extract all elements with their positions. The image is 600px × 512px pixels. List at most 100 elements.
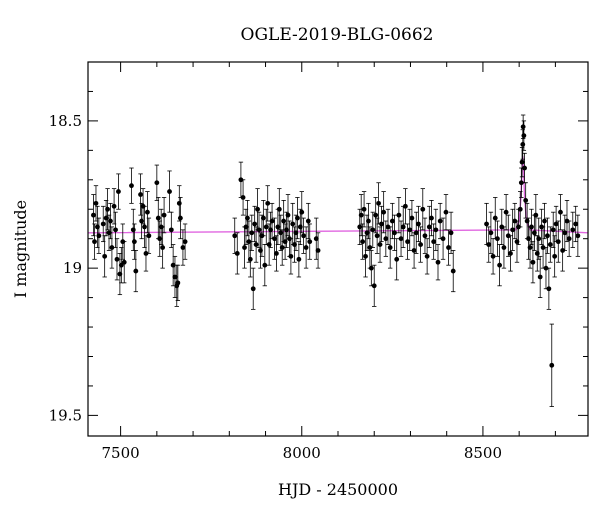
point-marker: [250, 286, 256, 292]
data-point: [413, 211, 419, 254]
point-marker: [285, 212, 291, 218]
data-point: [429, 200, 434, 237]
data-point: [501, 226, 507, 269]
data-point: [508, 235, 513, 272]
point-marker: [510, 227, 516, 233]
point-marker: [130, 227, 136, 233]
point-marker: [366, 218, 371, 224]
point-marker: [446, 245, 451, 250]
y-axis-label: I magnitude: [11, 200, 30, 298]
point-marker: [265, 200, 271, 206]
data-point: [566, 220, 572, 257]
data-point: [116, 173, 121, 210]
data-point: [276, 188, 282, 231]
point-marker: [409, 215, 415, 221]
data-point: [440, 217, 446, 260]
data-point: [249, 214, 255, 251]
data-point: [368, 250, 374, 287]
point-marker: [245, 215, 250, 221]
point-marker: [379, 221, 384, 227]
data-point: [527, 226, 533, 269]
point-marker: [367, 245, 373, 250]
point-marker: [486, 242, 492, 247]
point-marker: [521, 133, 527, 139]
point-marker: [440, 236, 446, 242]
point-marker: [437, 218, 443, 224]
point-marker: [260, 215, 266, 221]
data-point: [492, 197, 498, 240]
point-marker: [155, 215, 161, 221]
data-point: [109, 226, 115, 269]
point-marker: [116, 189, 121, 194]
data-point: [488, 211, 494, 254]
data-point: [315, 232, 321, 269]
data-point: [448, 211, 454, 254]
point-marker: [93, 200, 99, 206]
data-point: [446, 229, 451, 266]
data-point: [129, 167, 134, 204]
data-point: [547, 226, 553, 263]
point-marker: [154, 180, 160, 186]
point-marker: [503, 209, 509, 215]
point-marker: [368, 265, 374, 271]
point-marker: [100, 221, 106, 227]
point-marker: [373, 212, 379, 218]
data-point: [177, 197, 183, 240]
data-point: [523, 182, 529, 219]
point-marker: [288, 253, 294, 259]
point-marker: [418, 242, 424, 247]
point-marker: [389, 218, 395, 224]
data-point: [575, 214, 581, 257]
point-marker: [315, 248, 321, 253]
data-point: [555, 220, 561, 263]
point-marker: [448, 230, 454, 236]
point-marker: [263, 224, 269, 230]
point-marker: [114, 256, 120, 262]
data-point: [443, 194, 449, 231]
data-point: [363, 235, 368, 278]
point-marker: [381, 209, 387, 215]
point-marker: [422, 233, 428, 239]
point-marker: [279, 245, 285, 250]
data-point: [274, 235, 279, 272]
point-marker: [295, 215, 300, 221]
point-marker: [546, 286, 552, 292]
point-marker: [543, 265, 549, 271]
data-point: [305, 202, 311, 240]
point-marker: [131, 239, 137, 245]
data-point: [161, 197, 167, 234]
point-marker: [396, 212, 402, 218]
point-marker: [508, 251, 513, 256]
point-marker: [242, 245, 247, 250]
point-marker: [290, 221, 296, 227]
point-marker: [450, 268, 456, 274]
data-point: [263, 208, 269, 245]
data-point: [146, 217, 152, 254]
point-marker: [394, 256, 400, 262]
data-point: [307, 223, 313, 260]
point-marker: [360, 239, 366, 245]
data-point: [381, 191, 387, 234]
point-marker: [376, 200, 381, 206]
data-point: [545, 217, 550, 254]
point-marker: [170, 262, 176, 268]
point-marker: [161, 212, 167, 218]
data-point: [398, 220, 404, 257]
data-point: [542, 202, 547, 240]
data-point: [371, 264, 377, 307]
data-point: [118, 247, 124, 284]
point-marker: [519, 159, 525, 165]
data-point: [138, 173, 143, 216]
data-point: [450, 250, 456, 293]
point-marker: [370, 227, 376, 233]
point-marker: [488, 230, 494, 236]
data-point: [377, 226, 383, 263]
point-marker: [416, 221, 421, 227]
point-marker: [129, 183, 134, 189]
data-point: [250, 267, 256, 310]
y-tick-label: 18.5: [49, 112, 82, 130]
data-point: [396, 197, 402, 234]
point-marker: [177, 215, 183, 221]
point-marker: [305, 218, 311, 224]
x-tick-label: 8000: [283, 444, 321, 462]
